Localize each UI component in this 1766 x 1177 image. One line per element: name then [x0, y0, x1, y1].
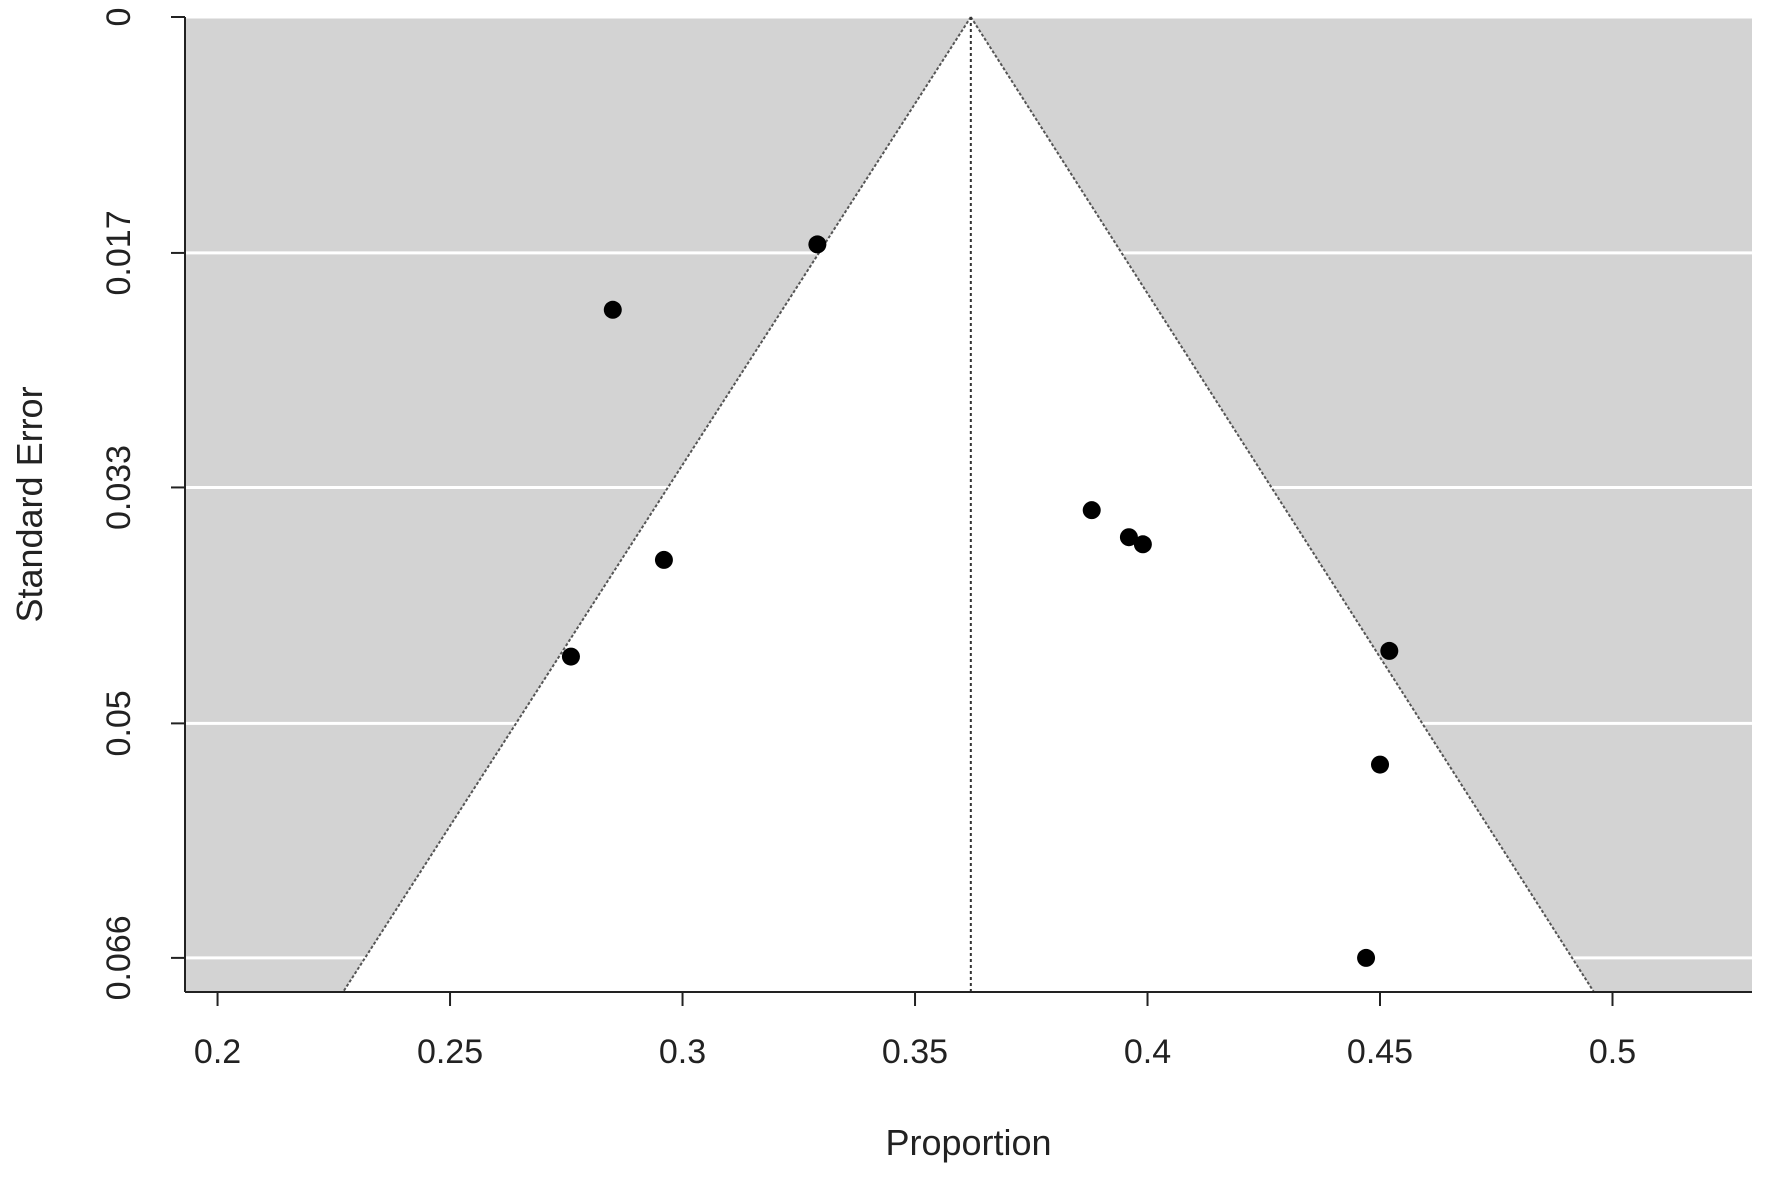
y-tick-label: 0.05: [100, 690, 138, 756]
y-axis-title: Standard Error: [9, 386, 50, 622]
x-tick-label: 0.2: [194, 1033, 241, 1071]
data-point: [1133, 535, 1152, 554]
data-points: [561, 235, 1399, 967]
data-point: [808, 235, 827, 254]
funnel-edge-left: [342, 16, 972, 993]
funnel-region: [343, 17, 1594, 992]
x-tick-label: 0.25: [417, 1033, 483, 1071]
y-tick-label: 0.033: [100, 445, 138, 530]
axes: [184, 17, 1752, 993]
data-point: [1119, 528, 1138, 547]
data-point: [561, 647, 580, 666]
y-axis-ticks: 0 0.017 0.033 0.05 0.066: [100, 8, 185, 1000]
funnel-edges: [342, 16, 1595, 993]
data-point: [1082, 501, 1101, 520]
x-tick-label: 0.4: [1124, 1033, 1171, 1071]
data-point: [1371, 755, 1390, 774]
x-axis-ticks: 0.2 0.25 0.3 0.35 0.4 0.45 0.5: [194, 992, 1636, 1071]
data-point: [1357, 948, 1376, 967]
x-tick-label: 0.5: [1589, 1033, 1636, 1071]
y-tick-label: 0: [100, 8, 138, 27]
y-tick-label: 0.017: [100, 210, 138, 295]
y-tick-label: 0.066: [100, 915, 138, 1000]
x-axis-title: Proportion: [885, 1122, 1051, 1163]
x-tick-label: 0.45: [1347, 1033, 1413, 1071]
data-point: [654, 550, 673, 569]
data-point: [603, 300, 622, 319]
funnel-edge-right: [969, 16, 1595, 993]
data-point: [1380, 641, 1399, 660]
x-tick-label: 0.3: [659, 1033, 706, 1071]
x-tick-label: 0.35: [882, 1033, 948, 1071]
